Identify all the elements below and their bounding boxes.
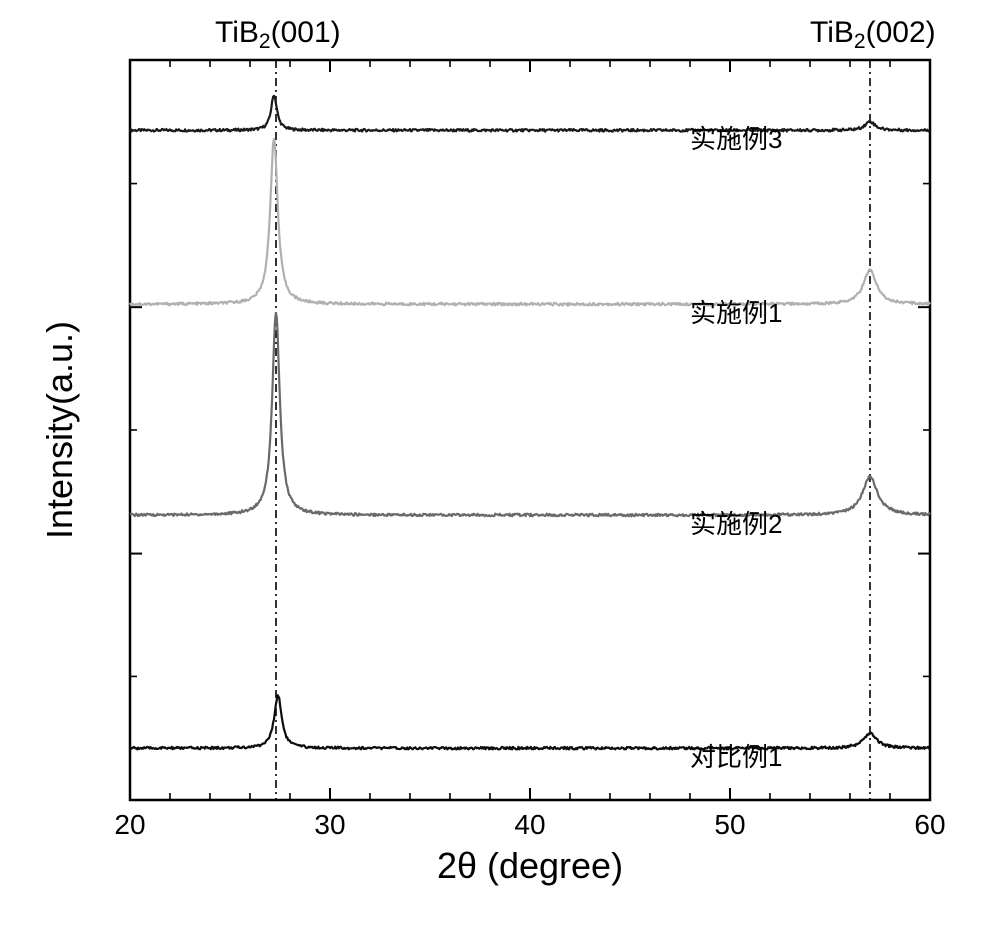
svg-text:Intensity(a.u.): Intensity(a.u.) [39,321,80,539]
svg-text:20: 20 [114,809,145,840]
svg-text:50: 50 [714,809,745,840]
svg-text:实施例1: 实施例1 [690,298,782,328]
svg-text:对比例1: 对比例1 [690,742,782,772]
svg-text:2θ (degree): 2θ (degree) [437,845,623,886]
svg-text:TiB2(001): TiB2(001) [215,16,341,53]
svg-text:实施例2: 实施例2 [690,509,782,539]
svg-text:60: 60 [914,809,945,840]
chart-svg: 20 30 40 50 60 2θ (degree) Intensity(a.u.) TiB2… [0,0,1000,929]
svg-text:30: 30 [314,809,345,840]
svg-text:40: 40 [514,809,545,840]
svg-text:TiB2(002): TiB2(002) [810,16,936,53]
xrd-chart: 20 30 40 50 60 2θ (degree) Intensity(a.u.) TiB2… [0,0,1000,929]
svg-text:实施例3: 实施例3 [690,124,782,154]
